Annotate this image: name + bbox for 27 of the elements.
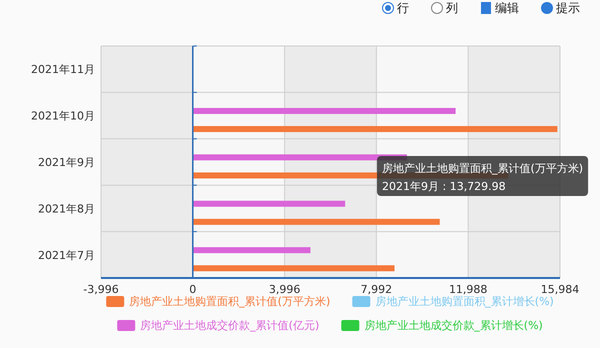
legend-item: 房地产业土地成交价款_累计值(亿元) xyxy=(117,319,320,332)
y-tick-label: 2021年7月 xyxy=(38,248,95,262)
control: 编辑 xyxy=(481,1,519,15)
control: 行 xyxy=(382,1,409,15)
bar xyxy=(192,247,310,254)
bar xyxy=(192,126,558,132)
legend-item: 房地产业土地购置面积_累计增长(%) xyxy=(352,295,554,308)
x-tick-label: 15,984 xyxy=(540,283,580,296)
y-tick-label: 2021年8月 xyxy=(38,202,95,216)
bar xyxy=(192,200,346,207)
tooltip: 房地产业土地购置面积_累计值(万平方米) 2021年9月 : 13,729.98 xyxy=(377,156,588,196)
legend-item: 房地产业土地成交价款_累计增长(%) xyxy=(341,319,543,332)
x-tick-label: -3,996 xyxy=(83,283,119,296)
bar xyxy=(192,265,395,272)
annotation: 房地产业土地购置面积_累计值(万平方米) 2021年9月 : 13,729.98 xyxy=(382,162,584,193)
bar xyxy=(192,108,456,114)
y-tick-label: 2021年11月 xyxy=(31,63,95,76)
x-tick-label: 3,996 xyxy=(268,283,300,296)
control: 提示 xyxy=(541,1,580,15)
control: 列 xyxy=(431,1,458,15)
y-tick-label: 2021年9月 xyxy=(38,156,95,169)
legend-item: 房地产业土地购置面积_累计值(万平方米) xyxy=(106,295,330,308)
bar xyxy=(192,218,440,225)
x-tick-label: 11,988 xyxy=(448,283,488,296)
y-tick-label: 2021年10月 xyxy=(31,110,95,123)
x-tick-label: 7,992 xyxy=(360,283,392,296)
x-tick-label: 0 xyxy=(189,283,196,296)
